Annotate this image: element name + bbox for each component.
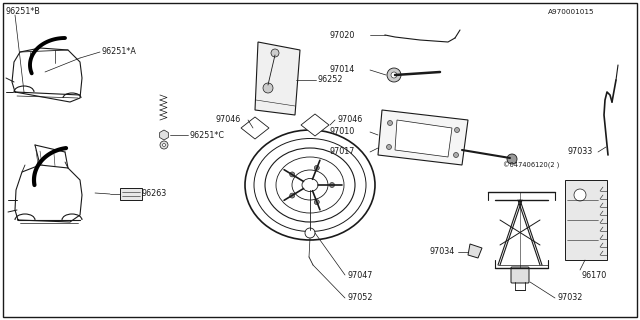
Text: 96251*B: 96251*B xyxy=(6,7,41,17)
Circle shape xyxy=(330,182,335,188)
Text: 97020: 97020 xyxy=(330,30,355,39)
Text: 96251*C: 96251*C xyxy=(190,131,225,140)
Circle shape xyxy=(387,121,392,125)
Circle shape xyxy=(271,49,279,57)
Circle shape xyxy=(454,127,460,132)
Ellipse shape xyxy=(302,179,318,191)
Text: 97046: 97046 xyxy=(215,116,240,124)
Text: 97047: 97047 xyxy=(348,270,373,279)
Ellipse shape xyxy=(254,139,366,231)
Ellipse shape xyxy=(265,148,355,222)
Polygon shape xyxy=(395,120,452,157)
Text: 97032: 97032 xyxy=(557,293,582,302)
Circle shape xyxy=(574,189,586,201)
Text: 97033: 97033 xyxy=(568,148,593,156)
Circle shape xyxy=(290,172,294,177)
Circle shape xyxy=(263,83,273,93)
Circle shape xyxy=(163,143,166,147)
Text: 97017: 97017 xyxy=(330,148,355,156)
Circle shape xyxy=(387,68,401,82)
Bar xyxy=(565,180,607,260)
Circle shape xyxy=(507,154,517,164)
Text: ©047406120(2 ): ©047406120(2 ) xyxy=(503,161,559,169)
Text: 97046: 97046 xyxy=(337,116,362,124)
Circle shape xyxy=(391,72,397,78)
Polygon shape xyxy=(241,117,269,139)
Circle shape xyxy=(290,193,294,198)
Text: 96252: 96252 xyxy=(318,76,344,84)
Text: 97010: 97010 xyxy=(330,127,355,137)
Text: A970001015: A970001015 xyxy=(548,9,595,15)
Text: 96263: 96263 xyxy=(142,189,167,198)
Circle shape xyxy=(387,145,392,149)
Ellipse shape xyxy=(276,157,344,213)
Circle shape xyxy=(454,153,458,157)
Text: 97034: 97034 xyxy=(430,247,455,257)
Ellipse shape xyxy=(245,130,375,240)
Polygon shape xyxy=(378,110,468,165)
Polygon shape xyxy=(301,114,329,136)
Text: 97052: 97052 xyxy=(348,293,374,302)
Text: 96251*A: 96251*A xyxy=(102,47,137,57)
Circle shape xyxy=(314,200,319,204)
Circle shape xyxy=(314,165,319,170)
Circle shape xyxy=(305,228,315,238)
Circle shape xyxy=(160,141,168,149)
Polygon shape xyxy=(468,244,482,258)
Bar xyxy=(120,188,142,200)
Ellipse shape xyxy=(292,170,328,200)
Text: 97014: 97014 xyxy=(330,66,355,75)
Text: 96170: 96170 xyxy=(582,270,607,279)
Polygon shape xyxy=(255,42,300,115)
FancyBboxPatch shape xyxy=(511,267,529,283)
